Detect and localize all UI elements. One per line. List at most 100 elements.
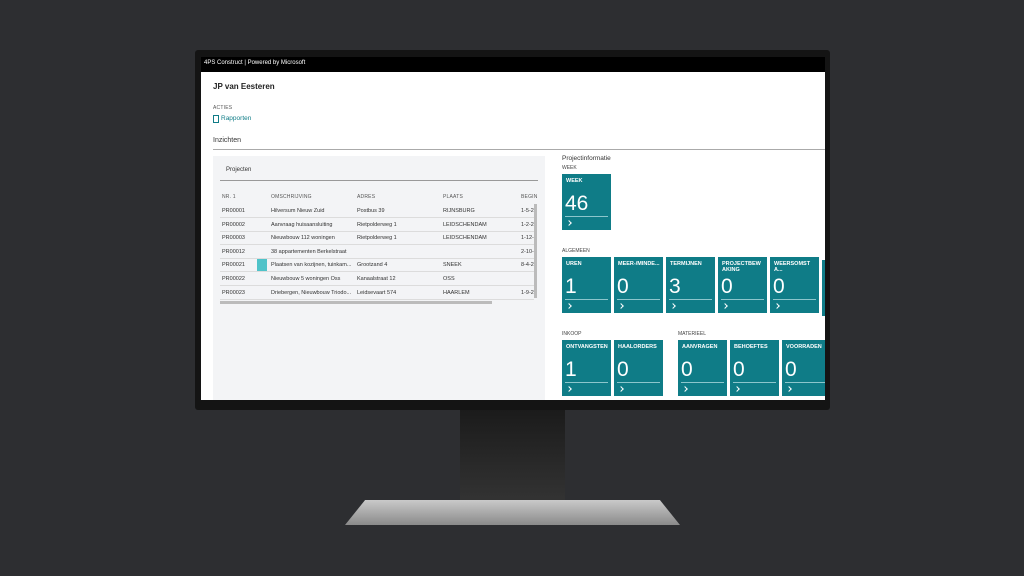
row-separator — [220, 271, 534, 273]
cue-chevron — [566, 220, 572, 226]
cue-chevron — [618, 386, 624, 392]
cue-chevron — [682, 386, 688, 392]
cell: PR00002 — [222, 221, 245, 228]
cue-tile[interactable]: PROJECTBEWAKING 0 — [718, 257, 767, 313]
window-title: 4PS Construct | Powered by Microsoft — [204, 60, 306, 66]
cell: 1-9-2 — [521, 289, 534, 296]
monitor-base — [345, 500, 680, 525]
cell: 2-10- — [521, 248, 534, 255]
cue-line — [721, 299, 764, 300]
cell: Kanaalstraat 12 — [357, 276, 396, 282]
cue-tile[interactable]: MEER-/MINDE... 0 — [614, 257, 663, 313]
report-icon — [213, 115, 219, 123]
cue-chevron — [670, 303, 676, 309]
cue-label: MEER-/MINDE... — [618, 261, 660, 267]
cue-chevron — [774, 303, 780, 309]
cell: SNEEK — [443, 262, 462, 269]
cell: Nieuwbouw 5 woningen Oss — [271, 276, 341, 282]
cue-tile[interactable]: WEEK 46 — [562, 174, 611, 230]
cell: LEIDSCHENDAM — [443, 235, 487, 242]
cue-chevron — [786, 386, 792, 392]
v-scrollbar — [534, 204, 537, 298]
cell: PR00022 — [222, 276, 245, 282]
cut-tile — [822, 260, 825, 316]
section-line — [213, 149, 825, 150]
cell: 38 appartementen Berkelstraat — [271, 248, 347, 255]
cue-tile[interactable]: WEERSOMSTA... 0 — [770, 257, 819, 313]
cue-label: BEHOEFTES — [734, 344, 768, 350]
cue-label: AANVRAGEN — [682, 344, 718, 350]
cue-value: 0 — [785, 358, 797, 381]
cell: PR00001 — [222, 208, 245, 214]
cue-value: 0 — [617, 358, 629, 381]
cue-line — [565, 216, 608, 217]
screen: JP van Eesteren ACTIES Rapporten Inzicht… — [201, 72, 825, 400]
cue-line — [617, 299, 660, 300]
cue-value: 3 — [669, 275, 681, 298]
cue-label: VOORRADEN — [786, 344, 822, 350]
cell: PR00021 — [222, 262, 245, 269]
cue-value: 1 — [565, 358, 577, 381]
cue-line — [773, 299, 816, 300]
cue-tile[interactable]: ONTVANGSTEN 1 — [562, 340, 611, 396]
cue-line — [565, 382, 608, 383]
row-menu[interactable] — [257, 259, 267, 272]
cue-line — [669, 299, 712, 300]
cue-label: WEERSOMSTA... — [774, 261, 811, 273]
cell: Rietpolderweg 1 — [357, 221, 397, 228]
cue-label: HAALORDERS — [618, 344, 657, 350]
cues-title: Projectinformatie — [562, 155, 611, 162]
cue-group-label: MATERIEEL — [678, 331, 706, 337]
cell: Rietpolderweg 1 — [357, 235, 397, 242]
row-separator — [220, 230, 534, 232]
cue-value: 0 — [681, 358, 693, 381]
cue-tile[interactable]: VOORRADEN 0 — [782, 340, 825, 396]
cell: LEIDSCHENDAM — [443, 221, 487, 228]
cell: Nieuwbouw 112 woningen — [271, 235, 335, 242]
actions-label: ACTIES — [213, 105, 233, 111]
list-title[interactable]: Projecten — [226, 167, 252, 173]
cell: HAARLEM — [443, 289, 470, 296]
cue-tile[interactable]: HAALORDERS 0 — [614, 340, 663, 396]
column-header: NR. 1 — [222, 194, 236, 200]
action-link[interactable]: Rapporten — [221, 115, 252, 122]
cue-chevron — [566, 303, 572, 309]
cell: PR00012 — [222, 248, 245, 255]
cue-group-label: INKOOP — [562, 331, 582, 337]
column-header: PLAATS — [443, 194, 464, 200]
cue-line — [565, 299, 608, 300]
cue-value: 1 — [565, 275, 577, 298]
cell: Plaatsen van kozijnen, tuinkam... — [271, 262, 352, 269]
cell: 8-4-2 — [521, 262, 534, 269]
cue-tile[interactable]: AANVRAGEN 0 — [678, 340, 727, 396]
row-separator — [220, 298, 534, 300]
cue-line — [733, 382, 776, 383]
cue-tile[interactable]: BEHOEFTES 0 — [730, 340, 779, 396]
cue-label: WEEK — [566, 178, 583, 184]
cue-tile[interactable]: TERMIJNEN 3 — [666, 257, 715, 313]
cue-chevron — [566, 386, 572, 392]
cue-chevron — [722, 303, 728, 309]
cell: Aanvraag huisaansluiting — [271, 221, 333, 228]
cell: 1-2-2 — [521, 221, 534, 228]
column-header: OMSCHRIJVING — [271, 194, 312, 200]
cue-value: 0 — [617, 275, 629, 298]
cell: Postbus 39 — [357, 208, 385, 214]
column-header: BEGIN — [521, 194, 538, 200]
page-title: JP van Eesteren — [213, 82, 275, 91]
cue-value: 0 — [721, 275, 733, 298]
cue-group-label: WEEK — [562, 165, 577, 171]
cue-label: PROJECTBEWAKING — [722, 261, 761, 273]
cue-tile[interactable]: UREN 1 — [562, 257, 611, 313]
cue-line — [785, 382, 825, 383]
row-separator — [220, 217, 534, 218]
cell: Grootzand 4 — [357, 262, 388, 269]
h-scrollbar — [220, 301, 492, 304]
cell: PR00023 — [222, 289, 245, 296]
cue-label: ONTVANGSTEN — [566, 344, 608, 350]
cell: PR00003 — [222, 235, 245, 242]
title-bar — [201, 57, 825, 72]
cue-line — [681, 382, 724, 383]
cell: Hilversum Nieuw Zuid — [271, 208, 325, 214]
column-header: ADRES — [357, 194, 376, 200]
